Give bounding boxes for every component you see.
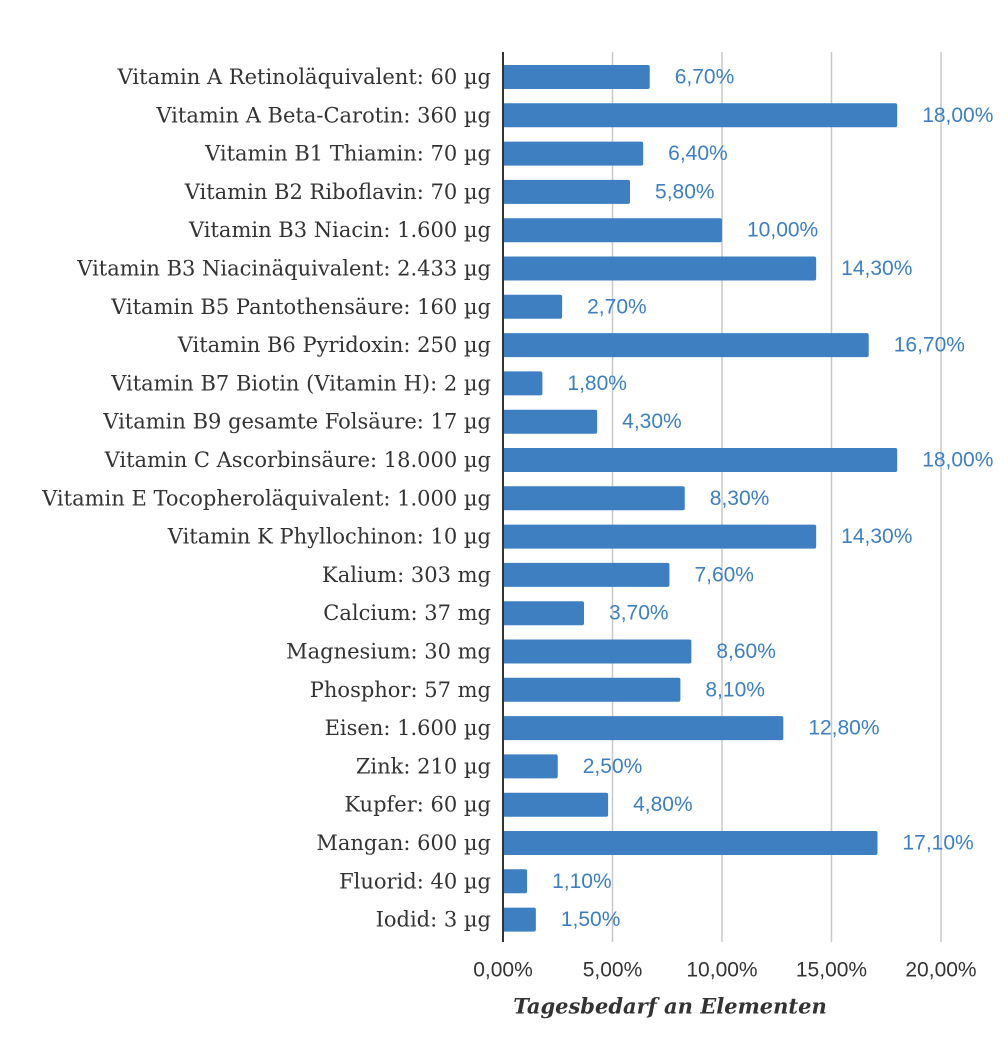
bar-12: [503, 524, 817, 549]
bar-3: [503, 179, 631, 204]
category-label-13: Kalium: 303 mg: [322, 563, 491, 587]
category-label-4: Vitamin B3 Niacin: 1.600 µg: [188, 218, 491, 242]
category-label-21: Fluorid: 40 µg: [339, 869, 491, 893]
bar-14: [503, 601, 585, 626]
category-label-5: Vitamin B3 Niacinäquivalent: 2.433 µg: [76, 257, 491, 281]
category-label-11: Vitamin E Tocopheroläquivalent: 1.000 µg: [41, 486, 491, 510]
value-label-18: 2,50%: [583, 755, 643, 778]
category-label-17: Eisen: 1.600 µg: [325, 716, 491, 740]
bar-1: [503, 103, 898, 128]
value-labels: 6,70% 18,00% 6,40% 5,80% 10,00% 14,30% 2,70% 16…: [552, 66, 993, 932]
category-label-18: Zink: 210 µg: [356, 754, 491, 778]
value-label-22: 1,50%: [561, 908, 621, 931]
category-label-7: Vitamin B6 Pyridoxin: 250 µg: [177, 333, 491, 357]
category-label-1: Vitamin A Beta-Carotin: 360 µg: [155, 103, 491, 127]
category-label-6: Vitamin B5 Pantothensäure: 160 µg: [110, 295, 491, 319]
value-label-6: 2,70%: [587, 295, 647, 318]
value-label-14: 3,70%: [609, 602, 669, 625]
category-label-9: Vitamin B9 gesamte Folsäure: 17 µg: [102, 410, 491, 434]
bar-0: [503, 65, 650, 89]
x-axis-title: Tagesbedarf an Elementen: [513, 994, 827, 1019]
bar-21: [503, 869, 528, 894]
category-label-8: Vitamin B7 Biotin (Vitamin H): 2 µg: [110, 371, 491, 395]
bar-9: [503, 409, 598, 434]
bar-11: [503, 486, 685, 511]
bar-22: [503, 907, 536, 932]
bar-4: [503, 218, 722, 243]
x-tick-labels: 0,00% 5,00% 10,00% 15,00% 20,00%: [473, 959, 976, 982]
category-label-14: Calcium: 37 mg: [323, 601, 491, 625]
bar-13: [503, 562, 670, 587]
bar-15: [503, 639, 692, 664]
category-label-20: Mangan: 600 µg: [316, 831, 491, 855]
x-tick-label-2: 10,00%: [686, 959, 757, 982]
bar-2: [503, 141, 644, 166]
bar-6: [503, 294, 563, 319]
value-label-20: 17,10%: [902, 832, 973, 855]
bar-8: [503, 371, 543, 396]
category-label-3: Vitamin B2 Riboflavin: 70 µg: [184, 180, 491, 204]
value-label-2: 6,40%: [668, 142, 728, 165]
category-label-12: Vitamin K Phyllochinon: 10 µg: [167, 525, 491, 549]
value-label-10: 18,00%: [922, 449, 993, 472]
x-tick-label-4: 20,00%: [905, 959, 976, 982]
bar-18: [503, 754, 558, 779]
value-label-8: 1,80%: [567, 372, 627, 395]
category-label-10: Vitamin C Ascorbinsäure: 18.000 µg: [104, 448, 491, 472]
bar-5: [503, 256, 817, 281]
x-tick-label-0: 0,00%: [473, 959, 533, 982]
category-label-0: Vitamin A Retinoläquivalent: 60 µg: [117, 65, 491, 89]
value-label-11: 8,30%: [710, 487, 770, 510]
category-label-19: Kupfer: 60 µg: [344, 793, 491, 817]
bar-17: [503, 716, 784, 741]
bar-16: [503, 677, 681, 702]
value-label-17: 12,80%: [808, 717, 879, 740]
x-tick-label-3: 15,00%: [796, 959, 867, 982]
category-labels: Vitamin A Retinoläquivalent: 60 µg Vitami…: [41, 65, 491, 932]
value-label-12: 14,30%: [841, 525, 912, 548]
value-label-4: 10,00%: [747, 219, 818, 242]
value-label-1: 18,00%: [922, 104, 993, 127]
value-label-0: 6,70%: [675, 66, 735, 89]
bar-19: [503, 792, 609, 817]
value-label-7: 16,70%: [894, 334, 965, 357]
value-label-13: 7,60%: [694, 563, 754, 586]
value-label-16: 8,10%: [705, 678, 765, 701]
value-label-3: 5,80%: [655, 180, 715, 203]
category-label-22: Iodid: 3 µg: [376, 908, 491, 932]
value-label-15: 8,60%: [716, 640, 776, 663]
x-tick-label-1: 5,00%: [583, 959, 643, 982]
value-label-5: 14,30%: [841, 257, 912, 280]
category-label-2: Vitamin B1 Thiamin: 70 µg: [204, 142, 491, 166]
value-label-19: 4,80%: [633, 793, 693, 816]
category-label-16: Phosphor: 57 mg: [310, 678, 491, 702]
value-label-21: 1,10%: [552, 870, 612, 893]
bars: [503, 65, 898, 932]
bar-10: [503, 448, 898, 472]
bar-7: [503, 333, 869, 358]
value-label-9: 4,30%: [622, 410, 682, 433]
category-label-15: Magnesium: 30 mg: [286, 640, 491, 664]
bar-20: [503, 831, 878, 855]
